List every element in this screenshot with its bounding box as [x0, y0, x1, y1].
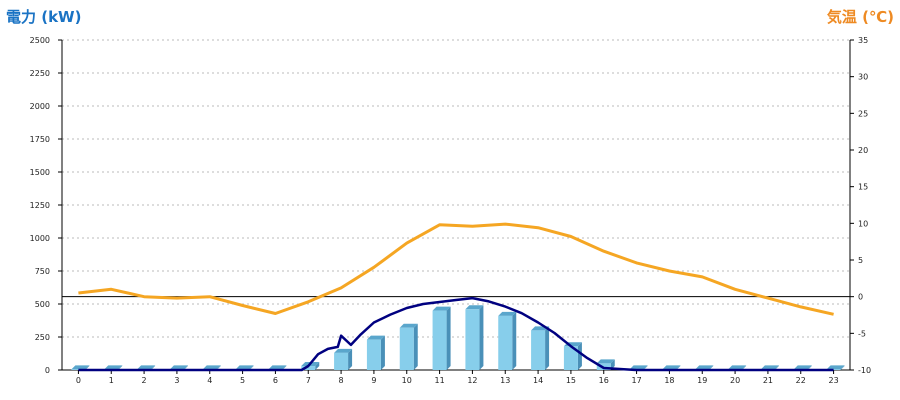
bar-face: [399, 327, 414, 370]
bar-top: [465, 305, 484, 310]
x-tick-label: 1: [109, 376, 114, 385]
x-tick-label: 4: [207, 376, 212, 385]
right-tick-label: 25: [858, 109, 868, 118]
x-tick-label: 18: [664, 376, 674, 385]
bar-face: [334, 352, 349, 370]
right-tick-label: 15: [858, 183, 868, 192]
bar-side: [479, 305, 484, 370]
x-tick-label: 9: [371, 376, 376, 385]
bar-face: [563, 346, 578, 370]
left-tick-label: 500: [35, 300, 50, 309]
bar-top: [596, 359, 615, 364]
bar-face: [465, 309, 480, 370]
bar-face: [531, 330, 546, 370]
x-tick-label: 0: [76, 376, 81, 385]
bar-top: [235, 365, 254, 370]
bar-side: [315, 362, 320, 370]
bar-top: [826, 365, 845, 370]
x-tick-label: 7: [306, 376, 311, 385]
x-tick-label: 16: [599, 376, 609, 385]
bar-top: [662, 365, 681, 370]
left-tick-label: 1750: [30, 135, 50, 144]
bar-side: [545, 326, 550, 370]
x-tick-label: 23: [828, 376, 838, 385]
left-tick-label: 0: [45, 366, 50, 375]
x-tick-label: 2: [142, 376, 147, 385]
bar: [498, 311, 517, 370]
x-tick-label: 5: [240, 376, 245, 385]
bar: [531, 326, 550, 370]
left-tick-label: 2250: [30, 69, 50, 78]
bar-side: [380, 335, 385, 370]
right-tick-label: 30: [858, 73, 868, 82]
bar-top: [137, 365, 156, 370]
x-tick-label: 10: [402, 376, 412, 385]
x-tick-label: 6: [273, 376, 278, 385]
bar: [399, 323, 418, 370]
bar-top: [104, 365, 123, 370]
bar-side: [348, 348, 353, 370]
right-axis-title: 気温 (℃): [826, 8, 894, 26]
bar-top: [793, 365, 812, 370]
x-tick-label: 21: [763, 376, 773, 385]
temperature-line-series: [78, 222, 834, 316]
right-tick-label: 5: [858, 256, 863, 265]
bar-side: [840, 365, 845, 370]
bar: [465, 305, 484, 370]
right-tick-label: -5: [858, 329, 866, 338]
bar-top: [695, 365, 714, 370]
left-tick-label: 1500: [30, 168, 50, 177]
x-tick-label: 15: [566, 376, 576, 385]
x-tick-label: 17: [631, 376, 641, 385]
bar-side: [446, 306, 451, 370]
x-tick-label: 3: [174, 376, 179, 385]
x-tick-label: 22: [796, 376, 806, 385]
right-tick-label: 35: [858, 36, 868, 45]
bar-top: [498, 311, 517, 316]
bar-top: [334, 348, 353, 353]
bar-top: [268, 365, 287, 370]
x-tick-label: 19: [697, 376, 707, 385]
bar: [366, 335, 385, 370]
bar-side: [413, 323, 418, 370]
bar-top: [728, 365, 747, 370]
x-tick-label: 8: [339, 376, 344, 385]
left-tick-label: 1000: [30, 234, 50, 243]
bar-top: [202, 365, 221, 370]
bar-top: [71, 365, 90, 370]
x-tick-label: 14: [533, 376, 543, 385]
bar: [334, 348, 353, 370]
bar-face: [366, 339, 381, 370]
right-tick-label: -10: [858, 366, 871, 375]
bar-top: [366, 335, 385, 340]
left-tick-label: 750: [35, 267, 50, 276]
bar-side: [512, 311, 517, 370]
bar: [563, 342, 582, 370]
bar-face: [498, 315, 513, 370]
bar-face: [432, 310, 447, 370]
left-axis-title: 電力 (kW): [6, 8, 82, 26]
left-tick-label: 2000: [30, 102, 50, 111]
bar-top: [760, 365, 779, 370]
x-tick-label: 20: [730, 376, 740, 385]
x-tick-label: 11: [434, 376, 444, 385]
x-tick-label: 12: [467, 376, 477, 385]
bar-top: [432, 306, 451, 311]
right-tick-label: 20: [858, 146, 868, 155]
right-tick-label: 0: [858, 293, 863, 302]
x-tick-label: 13: [500, 376, 510, 385]
left-tick-label: 250: [35, 333, 50, 342]
bar: [432, 306, 451, 370]
right-tick-label: 10: [858, 219, 868, 228]
bar-top: [629, 365, 648, 370]
left-tick-label: 2500: [30, 36, 50, 45]
bar-top: [169, 365, 188, 370]
bar-top: [399, 323, 418, 328]
bar-side: [577, 342, 582, 370]
plot-area: [62, 40, 850, 370]
bar-face: [301, 366, 316, 370]
power-line-series: [78, 296, 834, 372]
left-tick-label: 1250: [30, 201, 50, 210]
